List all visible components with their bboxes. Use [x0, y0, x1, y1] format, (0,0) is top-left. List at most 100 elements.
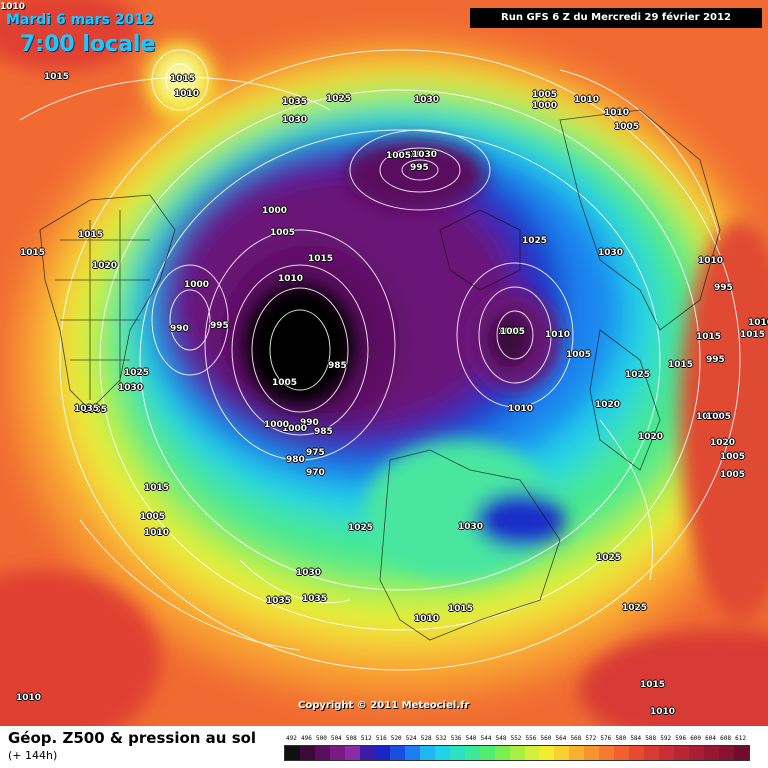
isobar-pressure-label: 1000	[184, 280, 210, 290]
isobar-pressure-label: 1005	[140, 512, 166, 522]
scale-tick-label: 572	[585, 735, 597, 742]
scale-swatch	[329, 746, 345, 760]
scale-swatch	[389, 746, 405, 760]
isobar-pressure-label: 1005	[270, 228, 296, 238]
isobar-pressure-label: 1015	[308, 254, 334, 264]
scale-tick-label: 600	[690, 735, 702, 742]
scale-tick-label: 496	[301, 735, 312, 742]
isobar-pressure-label: 1000	[282, 424, 308, 434]
scale-swatch	[689, 746, 705, 760]
isobar-pressure-label: 1030	[458, 522, 484, 532]
isobar-pressure-label: 1025	[522, 236, 548, 246]
isobar-pressure-label: 1010	[748, 318, 768, 328]
scale-swatch	[494, 746, 510, 760]
isobar-pressure-label: 1015	[448, 604, 474, 614]
isobar-pressure-label: 1030	[598, 248, 624, 258]
isobar-pressure-label: 1030	[412, 150, 438, 160]
isobar-pressure-label: 1010	[574, 95, 600, 105]
isobar-pressure-label: 1010	[414, 614, 440, 624]
scale-tick-label: 536	[450, 735, 462, 742]
isobar-pressure-label: 1015	[668, 360, 694, 370]
scale-tick-label: 584	[630, 735, 642, 742]
isobar-pressure-label: 1005	[566, 350, 592, 360]
map-footer: Géop. Z500 & pression au sol (+ 144h) 49…	[0, 726, 768, 768]
isobar-pressure-label: 1005	[500, 327, 526, 337]
isobar-pressure-label: 975	[306, 448, 325, 458]
isobar-pressure-label: 1035	[82, 405, 108, 415]
isobar-pressure-label: 1030	[296, 568, 322, 578]
isobar-pressure-label: 1025	[124, 368, 150, 378]
scale-swatch	[704, 746, 720, 760]
isobar-pressure-label: 1020	[595, 400, 621, 410]
scale-tick-labels: 492 496 500 504 508 512 516 520 524 528 532 536 540 5…	[284, 735, 748, 743]
isobar-pressure-label: 1035	[74, 404, 100, 414]
isobar-pressure-label: 1000	[410, 150, 436, 160]
scale-swatch	[359, 746, 375, 760]
isobar-pressure-label: 1010	[698, 256, 724, 266]
scale-tick-label: 516	[375, 735, 387, 742]
isobar-pressure-label: 990	[300, 418, 319, 428]
isobar-pressure-label: 1010	[604, 108, 630, 118]
scale-tick-label: 596	[675, 735, 687, 742]
scale-tick-label: 544	[480, 735, 492, 742]
scale-tick-label: 540	[465, 735, 477, 742]
scale-tick-label: 564	[555, 735, 567, 742]
isobar-pressure-label: 1015	[640, 680, 666, 690]
scale-swatch	[644, 746, 660, 760]
isobar-pressure-label: 995	[706, 355, 725, 365]
isobar-pressure-label: 1015	[740, 330, 766, 340]
isobar-pressure-label: 970	[306, 468, 325, 478]
run-info-banner: Run GFS 6 Z du Mercredi 29 février 2012	[470, 8, 762, 28]
isobar-pressure-label: 980	[286, 455, 305, 465]
scale-swatch	[674, 746, 690, 760]
forecast-local-time: 7:00 locale	[20, 32, 156, 57]
weather-map: 1015 1015 1010 1035 1025 1030 1030 1005 1000 1010…	[0, 0, 768, 726]
scale-tick-label: 576	[600, 735, 612, 742]
isobar-pressure-label: 1010	[144, 528, 170, 538]
scale-swatch	[404, 746, 420, 760]
isobar-pressure-label: 995	[714, 283, 733, 293]
isobar-pressure-label: 1030	[414, 95, 440, 105]
scale-tick-label: 500	[315, 735, 327, 742]
scale-swatch	[344, 746, 360, 760]
scale-swatch	[584, 746, 600, 760]
isobar-pressure-label: 995	[210, 321, 229, 331]
isobar-pressure-label: 1020	[92, 261, 118, 271]
isobar-pressure-label: 1015	[144, 483, 170, 493]
isobar-pressure-label: 1015	[78, 230, 104, 240]
scale-swatch	[434, 746, 450, 760]
scale-swatch	[599, 746, 615, 760]
isobar-pressure-label: 1015	[44, 72, 70, 82]
isobar-pressure-label: 1005	[498, 327, 524, 337]
isobar-pressure-label: 1010	[508, 404, 534, 414]
scale-swatch	[554, 746, 570, 760]
isobar-pressure-label: 1010	[545, 330, 571, 340]
isobar-pressure-label: 1000	[532, 101, 558, 111]
isobar-pressure-label: 1005	[386, 151, 412, 161]
isobar-pressure-label: 1025	[348, 523, 374, 533]
isobar-pressure-label: 1035	[302, 594, 328, 604]
scale-swatch	[539, 746, 555, 760]
isobar-pressure-label: 1015	[170, 74, 196, 84]
isobar-pressure-label: 1010	[174, 89, 200, 99]
map-canvas	[0, 0, 768, 726]
isobar-pressure-label: 1020	[638, 432, 664, 442]
isobar-pressure-label: 1005	[272, 378, 298, 388]
scale-swatch	[734, 746, 750, 760]
scale-tick-label: 612	[735, 735, 746, 742]
scale-tick-label: 492	[286, 735, 297, 742]
isobar-pressure-label: 990	[170, 324, 189, 334]
isobar-pressure-label: 985	[328, 361, 347, 371]
isobar-pressure-label: 1025	[625, 370, 651, 380]
scale-swatch	[479, 746, 495, 760]
scale-tick-label: 508	[345, 735, 357, 742]
scale-swatch	[449, 746, 465, 760]
isobar-pressure-label: 1025	[596, 553, 622, 563]
scale-tick-label: 552	[510, 735, 522, 742]
scale-swatch	[509, 746, 525, 760]
isobar-pressure-label: 1010	[278, 274, 304, 284]
scale-tick-label: 560	[540, 735, 552, 742]
corner-value: 1010	[0, 2, 26, 12]
scale-tick-label: 604	[705, 735, 716, 742]
isobar-pressure-label: 1020	[710, 438, 736, 448]
